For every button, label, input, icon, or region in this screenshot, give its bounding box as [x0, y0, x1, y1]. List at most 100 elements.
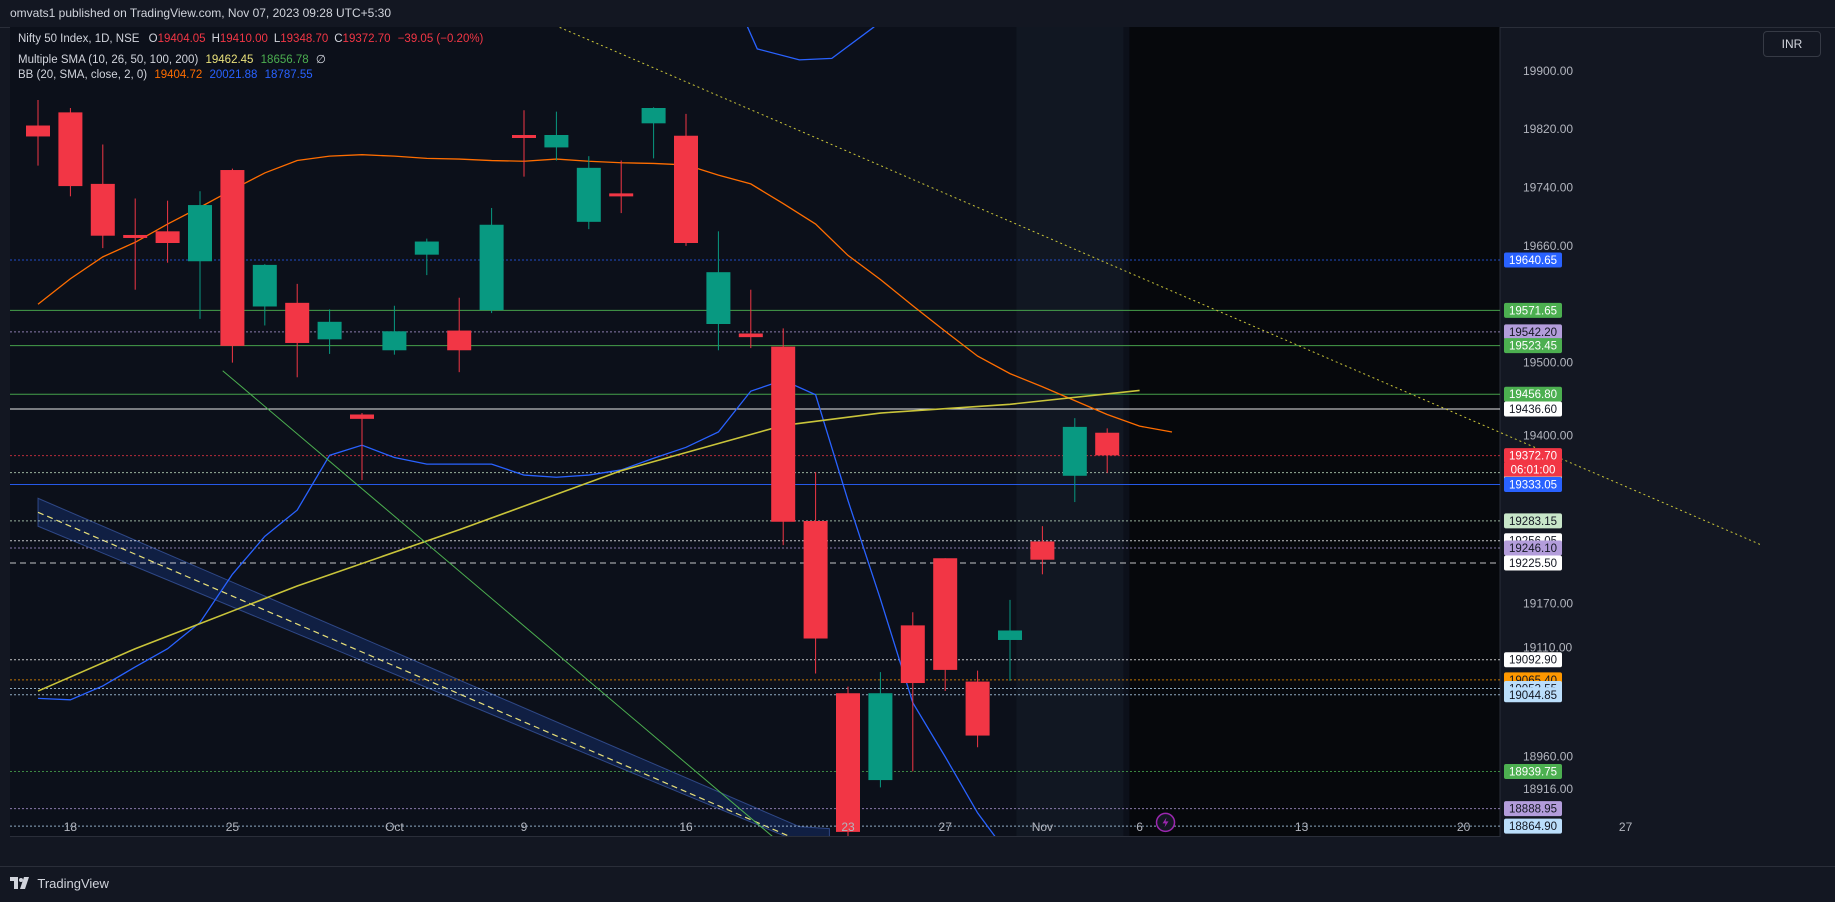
level-price-tag — [1504, 687, 1562, 703]
y-tick-label: 19900.00 — [1523, 64, 1573, 78]
level-price-text: 19456.80 — [1509, 389, 1557, 401]
price-chart[interactable]: 18916.00 18960.00 19110.00 19170.00 19400.00… — [10, 27, 1760, 837]
legend-sma-row: Multiple SMA (10, 26, 50, 100, 200) 1946… — [18, 52, 326, 66]
candle-body — [544, 135, 569, 148]
legend-ohlc-key: L — [273, 33, 281, 45]
candle-body — [90, 183, 115, 236]
x-tick-label: 16 — [679, 820, 693, 834]
level-price-text: 19372.70 — [1509, 451, 1557, 463]
level-price-text: 19333.05 — [1509, 480, 1557, 492]
bb-upper-line — [746, 27, 875, 61]
candle-body — [512, 135, 536, 138]
candle-body — [1095, 432, 1120, 456]
x-tick-label: 27 — [1619, 820, 1633, 834]
level-price-text: 19044.85 — [1509, 690, 1557, 702]
x-tick-label: 23 — [841, 820, 855, 834]
level-price-tag — [1504, 764, 1562, 780]
sma-line — [37, 389, 1140, 692]
level-price-tag — [1504, 801, 1562, 817]
level-price-text: 18939.75 — [1509, 767, 1557, 779]
candle-body — [771, 346, 796, 522]
candle-body — [26, 125, 50, 137]
candle-body — [285, 302, 310, 343]
legend-ohlc-item: L19348.70 — [274, 33, 328, 45]
candle-body — [576, 167, 601, 222]
x-tick-label: 25 — [226, 820, 240, 834]
level-price-tag — [1504, 540, 1562, 556]
candle-body — [965, 681, 990, 736]
candle-body — [479, 224, 504, 311]
candle-body — [609, 193, 634, 197]
level-price-text: 19542.20 — [1509, 327, 1557, 339]
candle-body — [933, 558, 958, 670]
level-price-tag — [1504, 555, 1562, 571]
legend-bb-basis: 19404.72 — [154, 69, 203, 81]
x-tick-label: 27 — [939, 820, 953, 834]
level-price-tag — [1504, 324, 1562, 340]
candle-body — [1062, 426, 1087, 476]
legend-bb-row: BB (20, SMA, close, 2, 0) 19404.72 20021… — [18, 69, 313, 81]
y-tick-label: 18960.00 — [1523, 750, 1573, 764]
candle-body — [803, 521, 828, 639]
trendline-green — [222, 370, 774, 837]
legend-bb-lower: 18787.55 — [264, 69, 313, 81]
y-tick-label: 19170.00 — [1523, 596, 1573, 610]
legend-bb-label: BB (20, SMA, close, 2, 0) — [18, 69, 148, 81]
legend-sma-label: Multiple SMA (10, 26, 50, 100, 200) — [18, 54, 199, 66]
candle-body — [900, 625, 925, 684]
y-tick-label: 19500.00 — [1523, 356, 1573, 370]
channel-band — [37, 497, 830, 837]
tradingview-logo-icon — [10, 877, 29, 889]
countdown-text: 06:01:00 — [1511, 465, 1556, 477]
level-price-tag — [1504, 448, 1562, 464]
level-price-text: 19436.60 — [1509, 404, 1557, 416]
x-tick-label: 9 — [521, 820, 528, 834]
legend-ohlc-item: H19410.00 — [212, 33, 268, 45]
candle-body — [641, 108, 666, 124]
tradingview-brand: TradingView — [37, 876, 109, 891]
legend-bb-upper: 20021.88 — [209, 69, 258, 81]
legend-ohlc-key: C — [334, 33, 343, 45]
legend-ohlc-value: 19404.05 — [157, 33, 206, 45]
x-tick-label: 20 — [1457, 820, 1471, 834]
legend-ohlc: O19404.05 H19410.00 L19348.70 C19372.70 — [143, 33, 391, 45]
level-price-text: 19571.65 — [1509, 305, 1557, 317]
candle-body — [674, 135, 698, 243]
chart-area[interactable]: 18916.00 18960.00 19110.00 19170.00 19400.00… — [10, 27, 1760, 837]
candle-body — [350, 414, 374, 419]
legend-ohlc-value: 19372.70 — [342, 33, 391, 45]
candle-body — [414, 241, 439, 255]
countdown-tag — [1504, 462, 1562, 477]
legend-symbol: Nifty 50 Index, 1D, NSE — [18, 33, 140, 45]
y-tick-label: 18916.00 — [1523, 782, 1573, 796]
legend-ohlc-value: 19410.00 — [219, 33, 268, 45]
legend-sma-value-3: ∅ — [315, 54, 326, 66]
level-price-tag — [1504, 513, 1562, 529]
legend-change: −39.05 (−0.20%) — [397, 33, 484, 45]
footer-bar: TradingView — [0, 866, 1835, 902]
level-price-text: 19092.90 — [1509, 655, 1557, 667]
flash-icon — [1162, 817, 1169, 828]
x-tick-label: 6 — [1136, 820, 1143, 834]
x-tick-label: 13 — [1295, 820, 1309, 834]
candle-body — [738, 333, 763, 338]
level-price-tag — [1504, 252, 1562, 268]
channel-midline — [37, 511, 793, 837]
candle-body — [155, 231, 180, 243]
level-price-text: 19246.10 — [1509, 543, 1557, 555]
legend-ohlc-item: C19372.70 — [334, 33, 390, 45]
y-tick-label: 19740.00 — [1523, 181, 1573, 195]
legend-ohlc-key: H — [211, 33, 220, 45]
candle-body — [317, 321, 342, 340]
x-tick-label: Oct — [385, 820, 404, 834]
publish-header: omvats1 published on TradingView.com, No… — [0, 0, 1835, 28]
candle-body — [447, 330, 472, 351]
currency-button[interactable]: INR — [1763, 31, 1821, 57]
future-area — [1129, 27, 1500, 837]
level-price-tag — [1504, 401, 1562, 417]
level-price-tag — [1504, 818, 1562, 834]
y-tick-label: 19400.00 — [1523, 429, 1573, 443]
level-price-text: 19523.45 — [1509, 341, 1557, 353]
y-tick-label: 19820.00 — [1523, 122, 1573, 136]
level-price-text: 19225.50 — [1509, 558, 1557, 570]
